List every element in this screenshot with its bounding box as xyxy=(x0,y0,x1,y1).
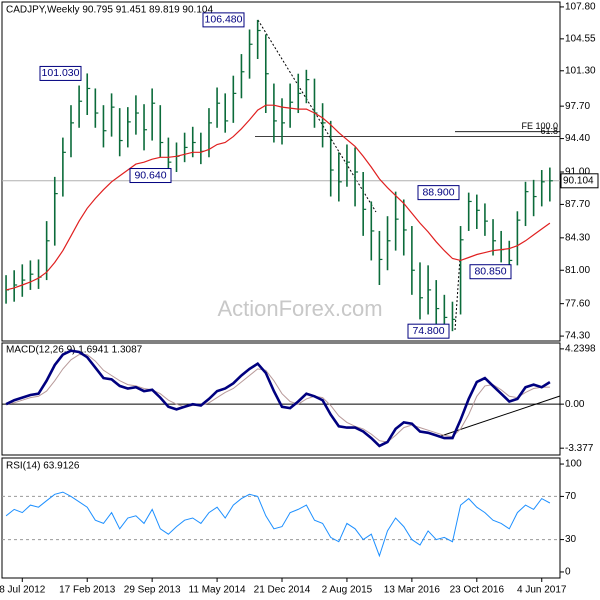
y-tick-label: -3.377 xyxy=(565,443,594,454)
y-tick-label: 70 xyxy=(565,491,577,502)
x-tick-label: 4 Jun 2017 xyxy=(517,585,567,596)
last-price-box xyxy=(560,173,599,189)
annotation-box xyxy=(417,185,460,201)
price-title: CADJPY,Weekly 90.795 91.451 89.819 90.10… xyxy=(6,5,213,16)
fib-line xyxy=(454,257,461,331)
y-tick-label: 0 xyxy=(565,567,571,578)
annotation-label: 80.850 xyxy=(474,266,506,278)
y-tick-label: 104.55 xyxy=(565,33,596,44)
x-tick-label: 23 Oct 2016 xyxy=(450,585,505,596)
annotation-label: 74.800 xyxy=(412,325,444,337)
y-tick-label: 100 xyxy=(565,459,582,470)
annotation-label: 106.480 xyxy=(205,14,243,26)
last-price-label: 90.104 xyxy=(563,175,594,186)
annotation-label: 101.030 xyxy=(42,67,80,79)
watermark: ActionForex.com xyxy=(217,296,382,321)
y-tick-label: 84.30 xyxy=(565,232,590,243)
y-tick-label: 30 xyxy=(565,534,577,545)
rsi-title: RSI(14) 63.9126 xyxy=(6,461,80,472)
signal-line xyxy=(6,354,550,443)
annotation-box xyxy=(469,264,512,280)
trend-line xyxy=(437,395,561,438)
x-tick-label: 17 Feb 2013 xyxy=(59,585,116,596)
y-tick-label: 91.00 xyxy=(565,167,590,178)
y-tick-label: 74.30 xyxy=(565,331,590,342)
fib-line xyxy=(257,19,377,213)
macd-line xyxy=(5,349,551,448)
x-tick-label: 8 Jul 2012 xyxy=(0,585,46,596)
rsi-line xyxy=(5,491,551,558)
fe-label: 61.8 xyxy=(540,126,558,136)
x-tick-label: 21 Dec 2014 xyxy=(254,585,311,596)
x-tick-label: 13 Mar 2016 xyxy=(384,585,441,596)
annotation-box xyxy=(129,168,172,184)
x-tick-label: 11 May 2014 xyxy=(189,585,247,596)
y-tick-label: 0.00 xyxy=(565,399,585,410)
x-tick-label: 29 Sep 2013 xyxy=(124,585,181,596)
y-tick-label: 97.70 xyxy=(565,101,590,112)
annotation-box xyxy=(407,323,450,339)
annotation-label: 88.900 xyxy=(422,186,454,198)
y-tick-label: 77.60 xyxy=(565,298,590,309)
y-tick-label: 94.40 xyxy=(565,133,590,144)
fe-label: FE 100.0 xyxy=(521,121,558,131)
moving-average xyxy=(5,104,551,291)
y-tick-label: 81.00 xyxy=(565,265,590,276)
annotation-box xyxy=(202,12,245,28)
rsi-panel xyxy=(1,457,561,579)
annotation-label: 90.640 xyxy=(134,169,166,181)
y-tick-label: 87.70 xyxy=(565,199,590,210)
annotation-box xyxy=(39,65,82,81)
y-tick-label: 107.80 xyxy=(565,2,596,13)
y-tick-label: 4.2398 xyxy=(565,344,596,355)
macd-panel xyxy=(1,342,561,456)
x-tick-label: 2 Aug 2015 xyxy=(322,585,373,596)
y-tick-label: 101.30 xyxy=(565,65,596,76)
